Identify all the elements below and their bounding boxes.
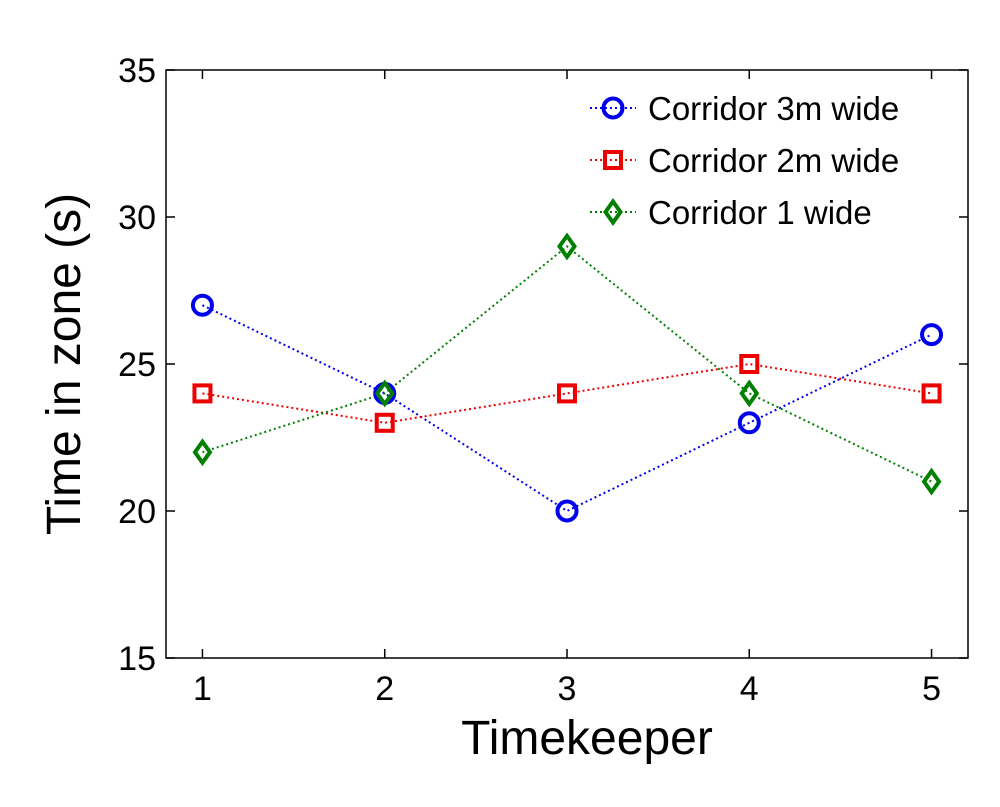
series-2-point [374, 412, 395, 433]
series-2-point [739, 354, 760, 374]
y-tick-label: 15 [118, 640, 156, 678]
x-tick-label: 4 [740, 670, 759, 708]
series-line-2 [202, 362, 932, 424]
series-1-point [920, 323, 944, 347]
series-3-point [557, 232, 577, 261]
legend: Corridor 3m wide Corridor 2m wide Corridor… [590, 90, 899, 231]
x-tick-label: 5 [922, 670, 941, 708]
series-3-point [374, 379, 395, 408]
x-tick-label: 3 [558, 670, 577, 708]
series-line-3 [202, 245, 932, 483]
series-2-point [192, 383, 213, 404]
y-tick-label: 20 [118, 493, 156, 531]
series-1-point [190, 293, 214, 317]
series-1-point [737, 411, 761, 435]
series-3-point [921, 467, 942, 496]
series-3-point [192, 438, 213, 467]
x-tick-label: 2 [375, 670, 394, 708]
x-axis-title: Timekeeper [461, 712, 713, 765]
legend-label-2: Corridor 2m wide [648, 142, 899, 179]
y-tick-label: 30 [118, 199, 156, 237]
y-tick-label: 35 [118, 52, 156, 90]
series-2-point [921, 383, 942, 404]
plot-area [165, 69, 969, 659]
legend-label-1: Corridor 3m wide [648, 90, 899, 127]
x-tick-label: 1 [193, 670, 212, 708]
y-axis-title: Time in zone (s) [38, 193, 91, 535]
series-2-point [557, 383, 577, 404]
legend-marker-2 [603, 150, 623, 170]
legend-label-3: Corridor 1 wide [648, 194, 872, 231]
y-tick-label: 25 [118, 346, 156, 384]
legend-marker-1 [601, 96, 625, 120]
legend-marker-3 [603, 198, 623, 226]
series-1-point [555, 499, 579, 523]
series-3-point [739, 379, 760, 408]
